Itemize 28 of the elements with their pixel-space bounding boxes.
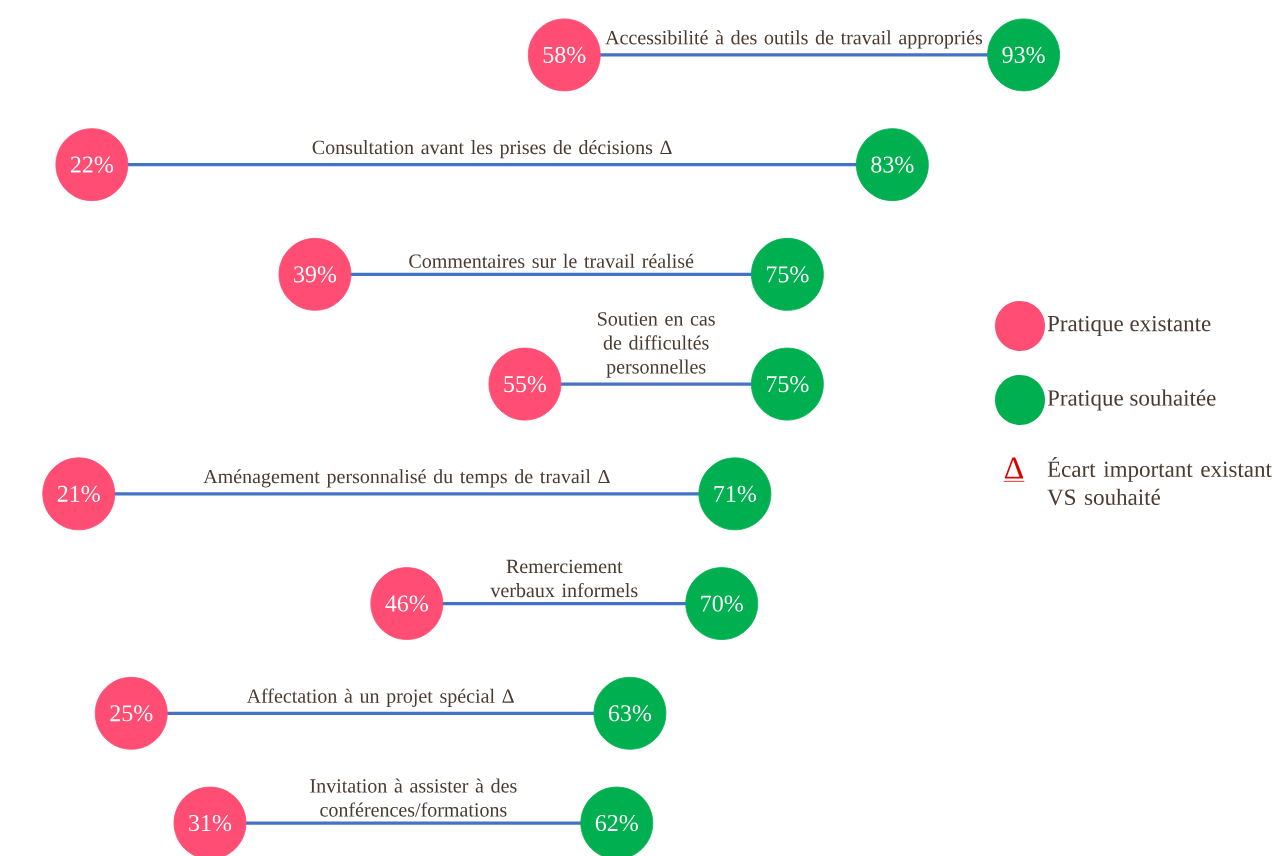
- category-label: Consultation avant les prises de décisions Δ: [312, 140, 672, 159]
- category-label: Commentaires sur le travail réalisé: [409, 253, 694, 268]
- category-label: Invitation à assister à des conférences/formations: [310, 778, 517, 817]
- data-label: 55%: [504, 375, 547, 393]
- data-label: 58%: [543, 46, 586, 64]
- data-label: 71%: [714, 485, 757, 502]
- data-label: 83%: [871, 156, 914, 173]
- legend-label: Pratique existante: [1047, 315, 1211, 337]
- data-label: 22%: [70, 156, 114, 173]
- data-label: 93%: [1002, 46, 1045, 64]
- text: Δ: [1004, 457, 1024, 479]
- category-label: Aménagement personnalisé du temps de travail Δ: [203, 469, 610, 488]
- data-label: 75%: [766, 375, 809, 393]
- category-label: Affectation à un projet spécial Δ: [246, 688, 514, 707]
- category-label: Soutien en cas de difficultés personnelles: [598, 312, 715, 378]
- data-label: 25%: [110, 705, 153, 722]
- data-label: 39%: [294, 266, 337, 283]
- data-label: 21%: [57, 485, 100, 502]
- text: Écart important existant VS souhaité: [1047, 457, 1272, 506]
- category-label: Remerciement verbaux informels: [490, 559, 638, 598]
- data-label: 46%: [385, 595, 428, 612]
- legend-label: Pratique souhaitée: [1047, 389, 1216, 411]
- data-label: 63%: [608, 705, 652, 722]
- category-label: Accessibilité à des outils de travail appropriés: [605, 30, 983, 49]
- data-label: 70%: [701, 595, 743, 612]
- data-label: 62%: [595, 814, 638, 832]
- data-label: 75%: [766, 266, 809, 283]
- data-label: 31%: [189, 814, 232, 832]
